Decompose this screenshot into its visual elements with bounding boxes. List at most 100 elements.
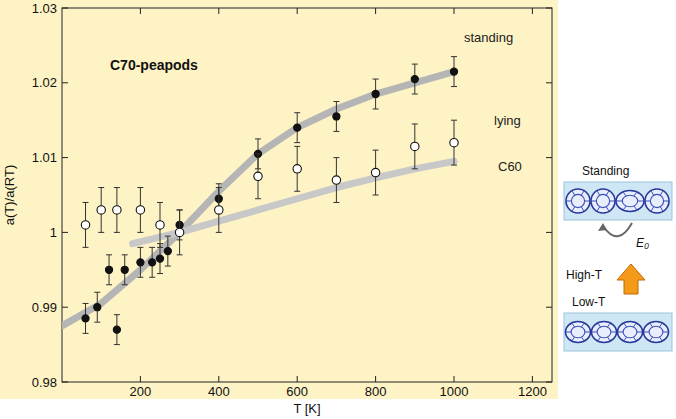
error-bar <box>165 236 171 266</box>
diagram-label: Standing <box>582 164 629 178</box>
data-point <box>372 90 379 97</box>
data-point <box>333 113 340 120</box>
plot-frame <box>62 8 552 382</box>
error-cap <box>83 303 89 304</box>
y-tick-label: 1.01 <box>32 150 57 165</box>
error-cap <box>114 187 120 188</box>
error-cap <box>294 146 300 147</box>
error-cap <box>122 254 128 255</box>
error-bar <box>114 315 120 345</box>
error-cap <box>255 198 261 199</box>
y-tick-right <box>546 307 552 308</box>
error-cap <box>216 187 222 188</box>
data-point <box>121 266 128 273</box>
molecule-ring <box>597 326 611 338</box>
error-cap <box>451 165 457 166</box>
error-cap <box>412 64 418 65</box>
molecule-bond <box>585 201 590 202</box>
data-point <box>97 206 105 214</box>
error-bar <box>137 247 143 277</box>
molecule-shell <box>566 189 590 213</box>
molecule-bond <box>592 332 597 333</box>
molecule-bond <box>606 191 608 195</box>
data-point <box>105 266 112 273</box>
x-tick <box>140 376 141 382</box>
panel-background <box>0 0 558 399</box>
molecule-bond <box>597 207 599 211</box>
molecule <box>616 191 644 212</box>
error-cap <box>333 202 339 203</box>
molecule-bond <box>646 201 651 202</box>
molecule-bond <box>634 192 637 196</box>
x-tick <box>454 376 455 382</box>
error-cap <box>412 168 418 169</box>
y-tick <box>62 157 68 158</box>
error-bar <box>106 255 112 285</box>
molecule-bond <box>611 332 616 333</box>
x-tick-label: 400 <box>208 384 230 399</box>
error-cap <box>137 277 143 278</box>
molecule-bond <box>607 323 610 327</box>
error-cap <box>94 322 100 323</box>
series-label: lying <box>494 113 521 128</box>
error-cap <box>177 209 183 210</box>
molecule-bond <box>650 323 653 327</box>
data-point <box>164 248 171 255</box>
error-cap <box>83 202 89 203</box>
molecule <box>618 322 643 343</box>
x-tick-top <box>218 8 219 14</box>
molecule-bond <box>623 192 626 196</box>
error-bar <box>412 64 418 94</box>
molecule-bond <box>617 201 623 202</box>
error-cap <box>137 247 143 248</box>
molecule-ring <box>622 195 637 207</box>
molecule <box>591 189 615 213</box>
data-point <box>136 206 144 214</box>
error-cap <box>412 94 418 95</box>
molecule-bond <box>581 191 583 195</box>
error-cap <box>255 153 261 154</box>
x-tick-top <box>297 8 298 14</box>
data-point <box>156 255 163 262</box>
x-axis-title: T [K] <box>293 401 320 416</box>
error-cap <box>157 273 163 274</box>
error-cap <box>177 209 183 210</box>
energy-label: E₀ <box>636 236 649 250</box>
data-point <box>175 228 183 236</box>
data-point <box>137 259 144 266</box>
data-point <box>294 124 301 131</box>
data-point <box>82 315 89 322</box>
data-point <box>94 304 101 311</box>
error-cap <box>98 187 104 188</box>
error-cap <box>165 266 171 267</box>
x-tick <box>532 376 533 382</box>
energy-arrow <box>603 223 632 236</box>
error-cap <box>373 195 379 196</box>
molecule-bond <box>581 207 583 211</box>
error-cap <box>373 108 379 109</box>
molecule-bond <box>637 332 642 333</box>
molecule-bond <box>618 332 623 333</box>
molecule-bond <box>660 191 662 195</box>
error-bar <box>83 303 89 333</box>
data-point <box>450 138 458 146</box>
x-tick-top <box>454 8 455 14</box>
molecule-bond <box>566 332 571 333</box>
molecule-shell <box>644 322 669 343</box>
y-tick-right <box>546 82 552 83</box>
nanotube <box>564 313 672 351</box>
error-cap <box>165 236 171 237</box>
y-tick-label: 1 <box>50 225 57 240</box>
error-cap <box>216 232 222 233</box>
y-tick <box>62 307 68 308</box>
error-bar <box>149 247 155 277</box>
molecule <box>566 189 590 213</box>
molecule-bond <box>572 323 575 327</box>
data-point <box>450 68 457 75</box>
data-point <box>254 172 262 180</box>
error-cap <box>333 157 339 158</box>
molecule-bond <box>572 337 575 341</box>
molecule-bond <box>610 201 615 202</box>
error-cap <box>157 202 163 203</box>
error-cap <box>114 314 120 315</box>
